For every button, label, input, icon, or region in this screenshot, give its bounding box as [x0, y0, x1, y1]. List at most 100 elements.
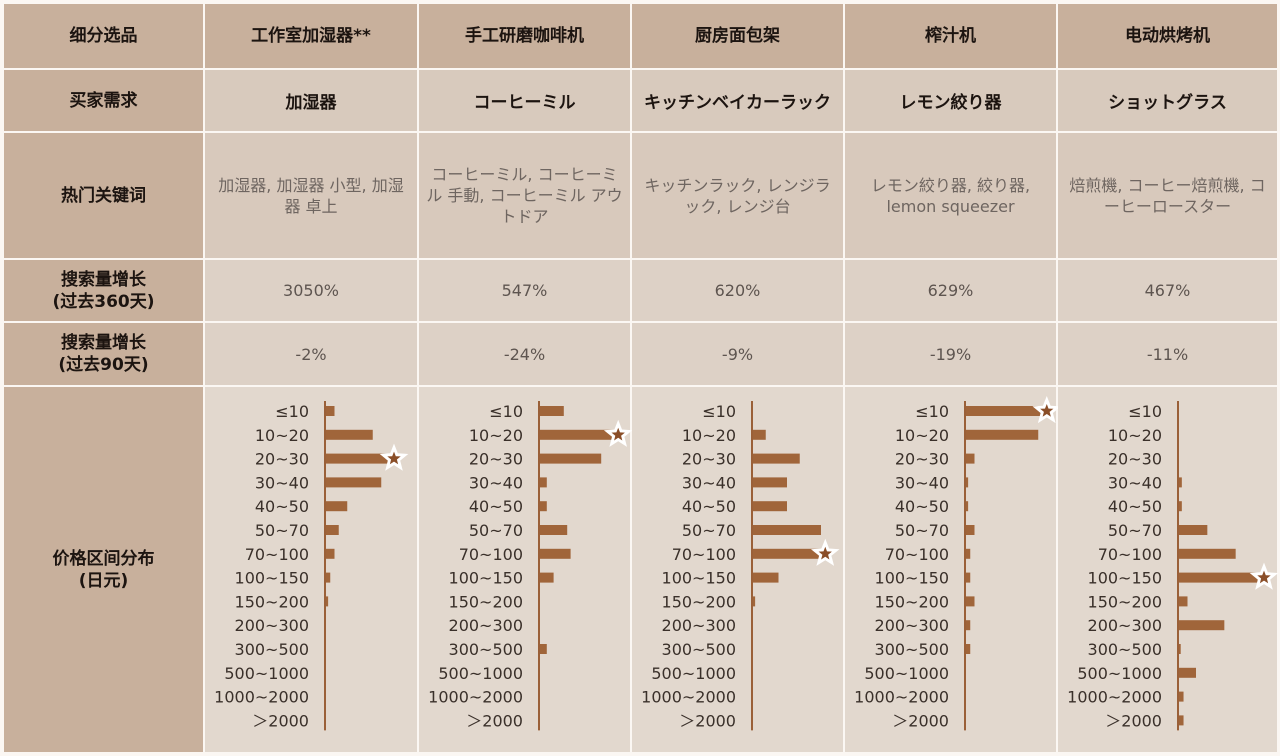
price-bar: [753, 453, 800, 464]
growth-90-label-line1: 搜索量增长: [61, 333, 146, 353]
growth-360-4: 629%: [845, 260, 1056, 321]
price-bar: [326, 548, 335, 559]
price-bar: [753, 429, 766, 440]
tick-label: 200~300: [235, 616, 309, 635]
tick-label: 1000~2000: [428, 688, 523, 707]
price-bar: [1179, 596, 1188, 607]
tick-label: 30~40: [255, 473, 309, 492]
price-chart-cell-1: ≤10 10~20 20~30 30~40 40~50 50~70 70~100 100~15…: [205, 387, 417, 752]
tick-label: ≤10: [1128, 402, 1162, 421]
row-label-buyer-need: 买家需求: [4, 70, 203, 131]
keywords-5: 焙煎機, コーヒー焙煎機, コーヒーロースター: [1058, 133, 1277, 258]
price-bar: [540, 525, 568, 535]
tick-label: 10~20: [255, 426, 309, 445]
tick-label: 20~30: [469, 450, 523, 469]
tick-label: 150~200: [449, 592, 523, 611]
tick-label: 500~1000: [438, 664, 523, 683]
header-product-2: 手工研磨咖啡机: [419, 4, 630, 68]
price-bar: [966, 525, 975, 535]
price-bar: [540, 453, 602, 464]
tick-label: ＞2000: [252, 711, 309, 730]
star-icon-inner: [611, 427, 625, 441]
tick-label: ≤10: [275, 402, 309, 421]
tick-label: 100~150: [662, 569, 736, 588]
buyer-need-4: レモン絞り器: [845, 70, 1056, 131]
price-bar: [966, 429, 1039, 440]
tick-label: 1000~2000: [1067, 688, 1162, 707]
price-bar: [326, 572, 331, 583]
price-bar: [326, 406, 335, 416]
price-bar: [326, 501, 348, 512]
tick-label: 30~40: [1108, 473, 1162, 492]
price-bar: [1179, 667, 1196, 678]
price-dist-label-line2: (日元): [78, 570, 129, 591]
price-dist-label-line1: 价格区间分布: [52, 548, 155, 569]
price-bar: [1179, 715, 1184, 726]
price-chart-2: ≤10 10~20 20~30 30~40 40~50 50~70 70~100 100~15…: [428, 401, 633, 730]
price-chart-5: ≤10 10~20 20~30 30~40 40~50 50~70 70~100 100~15…: [1067, 401, 1279, 730]
tick-label: 40~50: [255, 497, 309, 516]
header-product-4: 榨汁机: [845, 4, 1056, 68]
growth-90-1: -2%: [205, 323, 417, 385]
buyer-need-3: キッチンベイカーラック: [632, 70, 843, 131]
price-bar: [753, 596, 756, 607]
growth-360-label-line1: 搜索量增长: [61, 269, 146, 290]
growth-90-5: -11%: [1058, 323, 1277, 385]
row-label-growth-360: 搜索量增长 (过去360天): [4, 260, 203, 321]
tick-label: 500~1000: [651, 664, 736, 683]
tick-label: 150~200: [662, 592, 736, 611]
tick-label: 10~20: [1108, 426, 1162, 445]
tick-label: 70~100: [459, 545, 523, 564]
tick-label: 100~150: [875, 569, 949, 588]
tick-label: ≤10: [915, 402, 949, 421]
tick-label: 50~70: [1108, 521, 1162, 540]
tick-label: 70~100: [1098, 545, 1162, 564]
tick-label: 300~500: [875, 640, 949, 659]
tick-label: 30~40: [469, 473, 523, 492]
price-bar: [966, 501, 969, 512]
growth-90-label-line2: (过去90天): [58, 355, 149, 375]
price-bar: [1179, 525, 1208, 535]
tick-label: 40~50: [469, 497, 523, 516]
buyer-need-1: 加湿器: [205, 70, 417, 131]
tick-label: 70~100: [245, 545, 309, 564]
growth-360-5: 467%: [1058, 260, 1277, 321]
keywords-3: キッチンラック, レンジラック, レンジ台: [632, 133, 843, 258]
star-icon-inner: [818, 546, 832, 560]
price-bar: [326, 477, 382, 488]
price-bar: [540, 406, 564, 416]
price-bar: [326, 453, 394, 464]
price-bar: [966, 620, 971, 631]
tick-label: 150~200: [235, 592, 309, 611]
tick-label: 200~300: [1088, 616, 1162, 635]
price-bar: [540, 572, 554, 583]
row-label-growth-90: 搜索量增长 (过去90天): [4, 323, 203, 385]
tick-label: 40~50: [682, 497, 736, 516]
tick-label: 20~30: [1108, 450, 1162, 469]
keywords-1: 加湿器, 加湿器 小型, 加湿器 卓上: [205, 133, 417, 258]
tick-label: 100~150: [1088, 569, 1162, 588]
tick-label: 150~200: [1088, 592, 1162, 611]
tick-label: 300~500: [662, 640, 736, 659]
tick-label: 10~20: [895, 426, 949, 445]
tick-label: ＞2000: [679, 711, 736, 730]
tick-label: 40~50: [1108, 497, 1162, 516]
tick-label: 100~150: [449, 569, 523, 588]
row-label-hot-keywords: 热门关键词: [4, 133, 203, 258]
price-bar: [753, 501, 787, 512]
price-bar: [753, 525, 821, 535]
tick-label: 300~500: [449, 640, 523, 659]
tick-label: 50~70: [469, 521, 523, 540]
price-bar: [1179, 620, 1225, 631]
price-bar: [966, 477, 969, 488]
tick-label: ＞2000: [1105, 711, 1162, 730]
tick-label: 300~500: [235, 640, 309, 659]
tick-label: 500~1000: [224, 664, 309, 683]
tick-label: ＞2000: [892, 711, 949, 730]
growth-360-3: 620%: [632, 260, 843, 321]
price-bar: [326, 596, 329, 607]
buyer-need-2: コーヒーミル: [419, 70, 630, 131]
price-bar: [326, 525, 339, 535]
tick-label: 30~40: [895, 473, 949, 492]
tick-label: ≤10: [489, 402, 523, 421]
